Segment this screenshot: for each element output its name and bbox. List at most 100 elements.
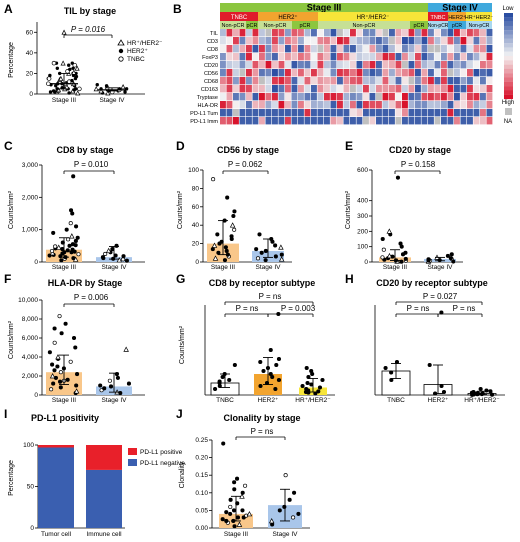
heatmap-cell (441, 69, 447, 77)
data-point (439, 383, 444, 389)
heatmap-cell (408, 117, 415, 125)
heatmap-cell (259, 45, 265, 53)
data-point (232, 480, 237, 485)
heatmap-cell (428, 45, 434, 53)
data-point (232, 524, 237, 529)
heatmap-cell (311, 37, 317, 45)
heatmap-cell (460, 29, 467, 37)
heatmap-cell (467, 45, 473, 53)
panel-i-cat-0: Tumor cell (41, 531, 72, 538)
heatmap-cell (311, 101, 317, 109)
data-point (287, 497, 292, 502)
y-tick-label: 40 (192, 222, 200, 229)
heatmap-cells (220, 29, 493, 125)
legend-triangle-icon (117, 39, 125, 46)
heatmap-cell (415, 109, 421, 117)
data-point (71, 256, 76, 261)
heatmap-cell (252, 61, 259, 69)
heatmap-cell (239, 61, 246, 69)
heatmap-cell (298, 29, 304, 37)
heatmap-cell (330, 61, 337, 69)
heatmap-cell (298, 117, 304, 125)
heatmap-cell (350, 85, 356, 93)
heatmap-cell (272, 61, 278, 69)
data-point (221, 441, 226, 446)
data-point (72, 62, 78, 68)
heatmap-cell (337, 85, 343, 93)
legend-gradient-step (504, 43, 513, 48)
heatmap-cell (376, 109, 382, 117)
y-tick-label: 0 (34, 392, 38, 399)
heatmap-cell (259, 117, 265, 125)
data-point (58, 75, 64, 81)
data-point (229, 234, 234, 239)
subtype-tnbc-label: TNBC (231, 15, 248, 21)
heatmap-cell (447, 37, 454, 45)
heatmap-cell (317, 77, 324, 85)
heatmap-cell (337, 61, 343, 69)
data-point (61, 29, 67, 35)
heatmap-cell (311, 93, 317, 101)
panel-h: H CD20 by receptor subtype P = 0.027 P =… (345, 272, 505, 404)
heatmap-cell (434, 101, 441, 109)
heatmap-cell (402, 45, 408, 53)
legend-gradient-step (504, 90, 513, 95)
heatmap-cell (259, 29, 265, 37)
heatmap-cell (343, 85, 350, 93)
data-point (235, 476, 240, 481)
panel-h-pleft: P = ns (407, 304, 430, 313)
heatmap-cell (239, 101, 246, 109)
heatmap-cell (415, 77, 421, 85)
heatmap-cell (447, 77, 454, 85)
y-tick-label: 10,000 (18, 297, 38, 304)
data-point (445, 253, 450, 258)
heatmap-row-label: PD-L1 Tum (190, 111, 218, 117)
heatmap-cell (350, 29, 356, 37)
stage-iii-bar (220, 3, 428, 12)
data-point (77, 86, 82, 92)
data-point (395, 175, 400, 180)
panel-g-cat-1: HER2⁺ (258, 397, 279, 404)
data-point (59, 258, 64, 263)
heatmap-cell (265, 109, 272, 117)
panel-c-cat-1: Stage IV (102, 264, 128, 271)
heatmap-cell (395, 85, 402, 93)
heatmap-cell (259, 69, 265, 77)
heatmap-cell (343, 77, 350, 85)
panel-d-pvalue: P = 0.062 (228, 160, 263, 169)
heatmap-cell (233, 109, 239, 117)
data-point (220, 374, 225, 380)
heatmap-cell (421, 45, 428, 53)
heatmap-row-label: CD68 (204, 79, 218, 85)
heatmap-cell (395, 101, 402, 109)
heatmap-cell (317, 29, 324, 37)
heatmap-cell (454, 37, 460, 45)
heatmap-cell (382, 29, 389, 37)
legend-na-swatch (505, 108, 512, 115)
heatmap-cell (226, 61, 233, 69)
heatmap-cell (389, 93, 395, 101)
heatmap-cell (246, 53, 252, 61)
heatmap-cell (278, 109, 285, 117)
heatmap-cell (428, 69, 434, 77)
heatmap-cell (402, 69, 408, 77)
data-point (471, 389, 476, 395)
panel-h-cat-0: TNBC (387, 397, 405, 404)
heatmap-cell (265, 69, 272, 77)
data-point (236, 521, 243, 527)
heatmap-cell (460, 85, 467, 93)
panel-h-ptop: P = 0.027 (423, 292, 458, 301)
stage-iii-label: Stage III (307, 3, 342, 13)
heatmap-cell (330, 117, 337, 125)
data-point (304, 386, 309, 392)
heatmap-cell (317, 61, 324, 69)
legend-filled-circle-icon (118, 48, 124, 54)
heatmap-cell (408, 37, 415, 45)
heatmap-cell (454, 77, 460, 85)
heatmap-cell (259, 85, 265, 93)
heatmap-cell (239, 29, 246, 37)
heatmap-cell (304, 53, 311, 61)
data-point (255, 256, 261, 261)
heatmap-cell (246, 45, 252, 53)
